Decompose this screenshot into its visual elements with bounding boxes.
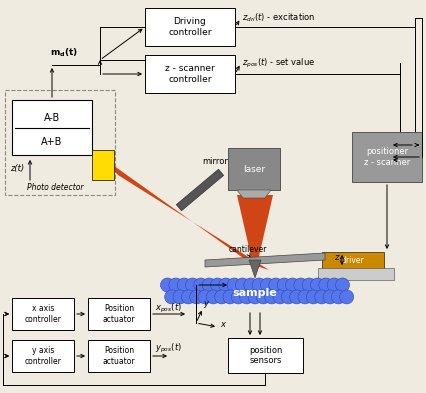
Bar [12, 340, 74, 372]
Circle shape [236, 278, 250, 292]
Circle shape [285, 278, 299, 292]
Polygon shape [237, 195, 273, 265]
Text: cantilever: cantilever [229, 246, 267, 255]
Circle shape [252, 278, 266, 292]
Text: Position
actuator: Position actuator [103, 346, 135, 366]
Text: positioner
z - scanner: positioner z - scanner [364, 147, 410, 167]
Circle shape [244, 278, 258, 292]
Circle shape [290, 290, 304, 304]
Bar [228, 338, 303, 373]
Text: Driving
controller: Driving controller [168, 17, 212, 37]
Circle shape [223, 290, 237, 304]
Circle shape [165, 290, 178, 304]
Circle shape [302, 278, 316, 292]
Bar [145, 8, 235, 46]
Text: z(t): z(t) [10, 163, 24, 173]
Text: laser: laser [243, 165, 265, 173]
Circle shape [261, 278, 274, 292]
Text: y axis
controller: y axis controller [25, 346, 61, 366]
Text: position
sensors: position sensors [249, 346, 282, 365]
Bar [322, 252, 384, 269]
Text: sample: sample [233, 288, 277, 298]
Circle shape [327, 278, 341, 292]
Bar [145, 55, 235, 93]
Circle shape [206, 290, 220, 304]
Bar [12, 100, 92, 155]
Bar [88, 340, 150, 372]
Bar [5, 90, 115, 195]
Circle shape [269, 278, 283, 292]
Circle shape [281, 290, 295, 304]
Bar [12, 298, 74, 330]
Circle shape [185, 278, 199, 292]
Polygon shape [249, 260, 261, 278]
Circle shape [323, 290, 337, 304]
Text: $z_{dri}(t)$ - excitation: $z_{dri}(t)$ - excitation [242, 12, 315, 24]
Circle shape [273, 290, 287, 304]
Text: Position
actuator: Position actuator [103, 304, 135, 324]
Circle shape [198, 290, 212, 304]
Bar [92, 150, 114, 180]
Circle shape [340, 290, 354, 304]
Polygon shape [176, 169, 224, 211]
Text: mirror: mirror [202, 158, 228, 167]
Circle shape [210, 278, 225, 292]
Text: $\mathbf{m_d(t)}$: $\mathbf{m_d(t)}$ [50, 47, 78, 59]
Circle shape [277, 278, 291, 292]
Polygon shape [205, 253, 325, 267]
Text: $y_{pos}(t)$: $y_{pos}(t)$ [155, 342, 182, 354]
Circle shape [311, 278, 325, 292]
Circle shape [161, 278, 175, 292]
Text: $z_{pos}(t)$ - set value: $z_{pos}(t)$ - set value [242, 57, 315, 70]
Bar [352, 132, 422, 182]
Text: A+B: A+B [41, 137, 63, 147]
Circle shape [231, 290, 245, 304]
Circle shape [227, 278, 241, 292]
Circle shape [190, 290, 204, 304]
Circle shape [294, 278, 308, 292]
Text: x: x [220, 320, 225, 329]
Circle shape [219, 278, 233, 292]
Text: Photo detector: Photo detector [27, 184, 83, 193]
Text: y: y [203, 299, 208, 308]
Circle shape [331, 290, 345, 304]
Bar [228, 148, 280, 190]
Circle shape [256, 290, 271, 304]
Text: z: z [334, 253, 338, 262]
Circle shape [173, 290, 187, 304]
Text: A-B: A-B [44, 113, 60, 123]
Circle shape [194, 278, 208, 292]
Circle shape [240, 290, 253, 304]
Circle shape [177, 278, 191, 292]
Polygon shape [237, 190, 271, 198]
Text: $x_{pos}(t)$: $x_{pos}(t)$ [155, 301, 182, 314]
Circle shape [336, 278, 349, 292]
Circle shape [306, 290, 320, 304]
Circle shape [169, 278, 183, 292]
Circle shape [298, 290, 312, 304]
Polygon shape [103, 158, 269, 270]
Circle shape [315, 290, 329, 304]
Text: driver: driver [342, 256, 364, 265]
Circle shape [202, 278, 216, 292]
Circle shape [248, 290, 262, 304]
Circle shape [181, 290, 196, 304]
Bar [318, 268, 394, 280]
Circle shape [319, 278, 333, 292]
Circle shape [215, 290, 229, 304]
Text: x axis
controller: x axis controller [25, 304, 61, 324]
Circle shape [265, 290, 279, 304]
Text: z - scanner
controller: z - scanner controller [165, 64, 215, 84]
Bar [88, 298, 150, 330]
